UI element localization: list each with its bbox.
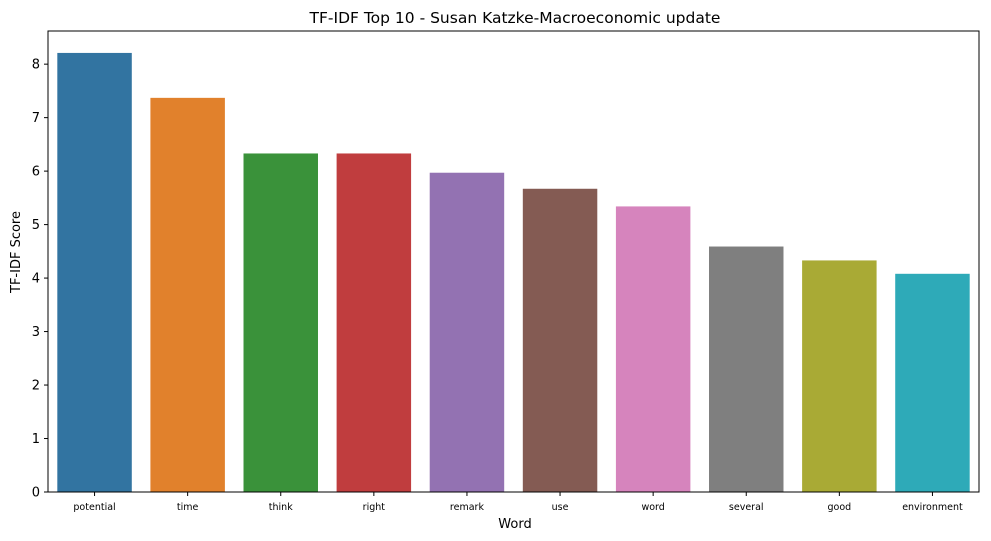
bar-remark: [429, 172, 505, 493]
x-tick-label: good: [828, 502, 852, 513]
bar-right: [336, 153, 412, 492]
y-tick-label: 8: [32, 58, 40, 73]
bar-time: [150, 97, 225, 493]
x-tick-label: several: [729, 502, 764, 513]
chart-title: TF-IDF Top 10 - Susan Katzke-Macroeconom…: [309, 9, 721, 27]
bar-use: [522, 188, 598, 492]
y-tick-label: 0: [32, 486, 40, 501]
y-tick-label: 4: [32, 272, 40, 287]
y-tick-label: 2: [32, 379, 40, 394]
x-tick-label: environment: [902, 502, 963, 513]
bar-word: [615, 206, 691, 492]
x-tick-label: potential: [73, 502, 115, 513]
y-tick-label: 1: [32, 432, 40, 447]
bar-environment: [895, 273, 970, 492]
x-tick-label: time: [177, 502, 199, 513]
bar-good: [802, 260, 877, 492]
x-tick-label: right: [363, 502, 386, 513]
bar-think: [243, 153, 318, 492]
x-tick-label: word: [641, 502, 664, 513]
y-tick-label: 3: [32, 325, 40, 340]
y-tick-label: 7: [32, 111, 40, 126]
x-tick-label: think: [269, 502, 293, 513]
plot-frame: [47, 30, 980, 493]
x-axis-label: Word: [498, 517, 531, 532]
y-tick-label: 6: [32, 165, 40, 180]
bar-potential: [57, 52, 132, 493]
y-axis-label: TF-IDF Score: [9, 211, 24, 294]
bar-several: [709, 246, 784, 492]
y-tick-label: 5: [32, 218, 40, 233]
x-tick-label: remark: [450, 502, 485, 513]
x-tick-label: use: [552, 502, 569, 513]
plot-area: 0 1 2 3 4 5 6 7 8 potential time think right remark us…: [32, 30, 980, 513]
